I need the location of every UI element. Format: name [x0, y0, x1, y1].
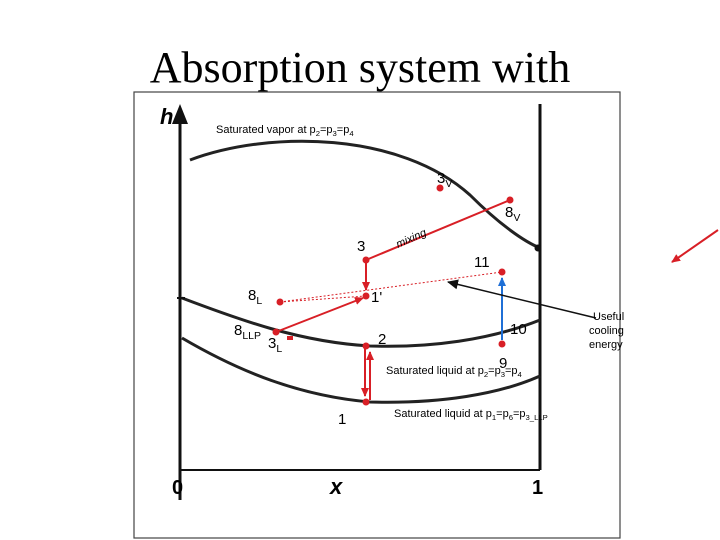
- point-1-marker: [362, 398, 370, 406]
- origin-label: 0: [172, 477, 183, 499]
- slide-title-text: Absorption system with: [149, 43, 571, 92]
- line-8llp-to-1prime: [275, 297, 364, 333]
- point-10-marker: [498, 340, 506, 348]
- slide-title: Absorption system with: [0, 42, 720, 93]
- point-9-label: 9: [499, 355, 507, 372]
- useful-cooling-label-1: Useful: [593, 311, 624, 323]
- point-10-label: 10: [510, 321, 527, 338]
- point-3v-label: 3V: [437, 170, 452, 190]
- point-8v-marker: [506, 196, 514, 204]
- point-3l-marker: [287, 336, 293, 340]
- point-11-marker: [498, 268, 506, 276]
- y-axis-label: h: [160, 104, 173, 129]
- point-3v-marker: [436, 184, 444, 192]
- saturated-vapor-label: Saturated vapor at p2=p3=p4: [216, 124, 354, 138]
- point-8llp-marker: [272, 328, 280, 336]
- point-8v-label: 8V: [505, 204, 520, 224]
- point-8l-marker: [276, 298, 284, 306]
- mixing-label: mixing: [394, 226, 429, 250]
- useful-cooling-label-2: cooling: [589, 325, 624, 337]
- saturated-liquid-upper-label: Saturated liquid at p2=p3=p4: [386, 365, 523, 379]
- point-11-label: 11: [474, 254, 490, 271]
- saturated-liquid-upper-curve: [181, 296, 541, 348]
- point-8l-label: 8L: [248, 287, 262, 307]
- point-3l-label: 3L: [268, 335, 282, 355]
- point-2-label: 2: [378, 331, 386, 348]
- saturated-liquid-lower-curve: [181, 336, 541, 404]
- point-1prime-marker: [362, 292, 370, 300]
- external-red-arrow: [671, 229, 719, 263]
- diagram-frame: [133, 91, 621, 539]
- useful-cooling-pointer: [447, 279, 597, 319]
- saturated-liquid-lower-label: Saturated liquid at p1=p6=p3_LLP: [394, 408, 548, 422]
- point-3-marker: [362, 256, 370, 264]
- x-end-label: 1: [532, 477, 543, 499]
- point-1prime-label: 1': [371, 289, 382, 306]
- dashed-line-8l-11: [279, 271, 503, 303]
- point-3-label: 3: [357, 238, 365, 255]
- mixing-line: [365, 199, 511, 261]
- y-axis-arrow-icon: [172, 104, 188, 124]
- point-2-marker: [362, 342, 370, 350]
- point-1-label: 1: [338, 411, 346, 428]
- x-axis-label: x: [329, 474, 343, 499]
- point-boundary-marker: [534, 244, 542, 252]
- useful-cooling-label-3: energy: [589, 339, 623, 351]
- point-8llp-label: 8LLP: [234, 322, 261, 342]
- saturated-vapor-curve: [189, 139, 541, 250]
